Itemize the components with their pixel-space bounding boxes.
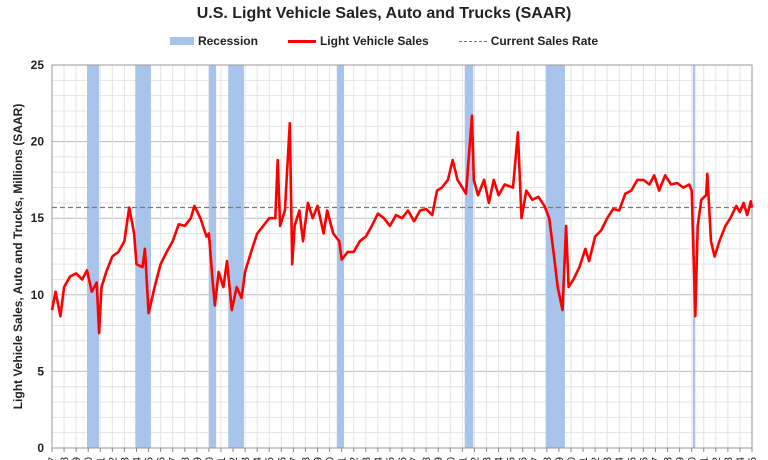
x-tick-label: 1976 <box>156 457 168 460</box>
x-tick-label: 2013 <box>602 457 614 460</box>
y-tick-label: 20 <box>31 135 45 149</box>
x-tick-label: 1987 <box>288 457 300 460</box>
x-tick-label: 1985 <box>264 457 276 460</box>
legend-recession: Recession <box>169 34 258 48</box>
x-tick-label: 1977 <box>168 457 180 460</box>
x-tick-label: 2020 <box>687 457 699 460</box>
x-tick-label: 1991 <box>337 457 349 460</box>
x-tick-label: 1969 <box>71 457 83 460</box>
y-tick-label: 5 <box>37 364 44 378</box>
x-tick-label: 1973 <box>119 457 131 460</box>
x-tick-label: 1981 <box>216 457 228 460</box>
x-tick-label: 2003 <box>481 457 493 460</box>
x-tick-label: 2019 <box>675 457 687 460</box>
recession-swatch <box>169 37 194 45</box>
x-tick-label: 1982 <box>228 457 240 460</box>
x-tick-label: 1986 <box>276 457 288 460</box>
x-tick-label: 1989 <box>313 457 325 460</box>
legend-sales: Light Vehicle Sales <box>287 34 429 48</box>
x-tick-label: 1984 <box>252 457 264 460</box>
x-tick-label: 2006 <box>518 457 530 460</box>
x-tick-label: 1974 <box>131 457 143 460</box>
legend-current-rate-label: Current Sales Rate <box>490 34 599 48</box>
x-tick-label: 2012 <box>590 457 602 460</box>
x-tick-label: 2024 <box>735 457 747 460</box>
x-tick-label: 1990 <box>325 457 337 460</box>
x-tick-label: 2005 <box>506 457 518 460</box>
x-tick-label: 2008 <box>542 457 554 460</box>
legend-sales-label: Light Vehicle Sales <box>319 34 429 48</box>
x-tick-label: 2014 <box>614 457 626 460</box>
dashed-line-swatch <box>458 40 487 42</box>
x-tick-label: 1968 <box>59 457 71 460</box>
x-tick-label: 1979 <box>192 457 204 460</box>
recession-band <box>464 65 474 448</box>
sales-line <box>50 114 754 335</box>
legend-recession-label: Recession <box>197 34 258 48</box>
x-tick-label: 2016 <box>638 457 650 460</box>
x-tick-label: 1980 <box>204 457 216 460</box>
x-tick-label: 2022 <box>711 457 723 460</box>
x-tick-label: 2004 <box>494 457 506 460</box>
y-tick-label: 15 <box>31 211 45 225</box>
x-tick-label: 1998 <box>421 457 433 460</box>
x-tick-label: 1975 <box>144 457 156 460</box>
x-tick-label: 2023 <box>723 457 735 460</box>
x-tick-label: 1988 <box>300 457 312 460</box>
x-tick-label: 2000 <box>445 457 457 460</box>
x-tick-label: 1983 <box>240 457 252 460</box>
x-tick-label: 1993 <box>361 457 373 460</box>
y-tick-label: 10 <box>31 288 45 302</box>
x-tick-label: 1970 <box>83 457 95 460</box>
x-tick-label: 2009 <box>554 457 566 460</box>
x-tick-label: 1997 <box>409 457 421 460</box>
x-tick-label: 2017 <box>650 457 662 460</box>
x-tick-label: 2015 <box>626 457 638 460</box>
x-tick-label: 2001 <box>457 457 469 460</box>
x-tick-label: 2021 <box>699 457 711 460</box>
recession-band <box>228 65 244 448</box>
x-tick-label: 1967 <box>47 457 59 460</box>
x-tick-label: 1978 <box>180 457 192 460</box>
y-axis-label: Light Vehicle Sales, Auto and Trucks, Mi… <box>11 104 25 410</box>
x-tick-label: 2002 <box>469 457 481 460</box>
x-tick-label: 2007 <box>530 457 542 460</box>
chart-title: U.S. Light Vehicle Sales, Auto and Truck… <box>196 5 572 22</box>
y-tick-label: 0 <box>37 441 44 455</box>
x-tick-label: 1994 <box>373 457 385 460</box>
x-tick-label: 1995 <box>385 457 397 460</box>
x-tick-label: 1992 <box>349 457 361 460</box>
x-tick-label: 1996 <box>397 457 409 460</box>
recession-band <box>87 65 100 448</box>
x-tick-label: 2010 <box>566 457 578 460</box>
x-tick-label: 2018 <box>663 457 675 460</box>
recession-band <box>208 65 217 448</box>
plot-border <box>51 64 753 449</box>
x-tick-label: 1971 <box>95 457 107 460</box>
legend: Recession Light Vehicle Sales Current Sa… <box>0 34 768 48</box>
x-tick-label: 2011 <box>578 457 590 460</box>
y-tick-label: 25 <box>31 58 45 72</box>
sales-line-swatch <box>287 39 316 43</box>
legend-current-rate: Current Sales Rate <box>458 34 599 48</box>
x-tick-label: 1972 <box>107 457 119 460</box>
x-tick-label: 1999 <box>433 457 445 460</box>
